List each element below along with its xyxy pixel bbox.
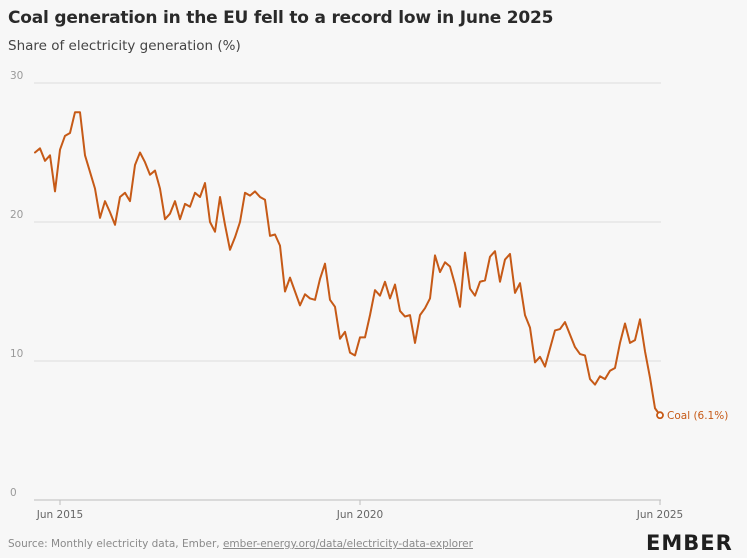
y-tick-label: 20 xyxy=(10,209,23,221)
x-tick-label: Jun 2015 xyxy=(36,509,83,521)
x-tick-label: Jun 2020 xyxy=(336,509,383,521)
source-link[interactable]: ember-energy.org/data/electricity-data-e… xyxy=(222,538,473,550)
x-axis: Jun 2015 Jun 2020 Jun 2025 xyxy=(36,500,683,521)
y-tick-label: 0 xyxy=(10,487,17,499)
series-line-coal[interactable] xyxy=(34,111,661,417)
coal-line-chart: 0 10 20 30 Jun 2015 Jun 2020 Jun 2025 Coal (6… xyxy=(10,70,728,521)
ember-logo: EMBER xyxy=(646,531,733,555)
source-prefix: Source: Monthly electricity data, Ember, xyxy=(8,538,223,550)
chart-title: Coal generation in the EU fell to a reco… xyxy=(8,8,554,28)
y-axis: 0 10 20 30 xyxy=(10,70,23,499)
x-tick-label: Jun 2025 xyxy=(636,509,683,521)
y-tick-label: 30 xyxy=(10,70,23,82)
y-tick-label: 10 xyxy=(10,348,23,360)
series-end-marker[interactable] xyxy=(656,411,664,420)
gridlines xyxy=(34,82,661,501)
series-end-label: Coal (6.1%) xyxy=(667,410,728,422)
chart-subtitle: Share of electricity generation (%) xyxy=(8,38,241,54)
source-note: Source: Monthly electricity data, Ember,… xyxy=(8,538,473,550)
